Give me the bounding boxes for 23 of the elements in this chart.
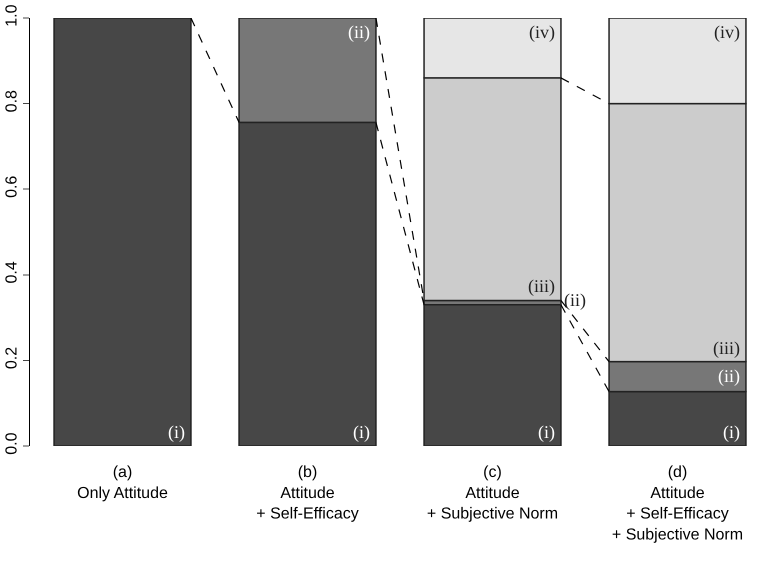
series-label: (iv) xyxy=(529,22,555,42)
text: (ii) xyxy=(348,22,370,42)
text: (iii) xyxy=(528,276,555,296)
series-label: (i) xyxy=(168,422,185,442)
bar xyxy=(423,304,562,446)
text: (iv) xyxy=(714,22,740,42)
x-tick-label: (a) Only Attitude xyxy=(77,464,168,502)
x-tick-label: (d) Attitude + Self-Efficacy + Subjective Norm xyxy=(612,464,744,544)
x-tick-label: (b) Attitude + Self-Efficacy xyxy=(256,464,359,523)
text: (i) xyxy=(353,422,370,442)
y-tick-label: 0.4 xyxy=(4,261,21,284)
y-tick-label: 0.0 xyxy=(4,432,21,455)
text: (i) xyxy=(538,422,555,442)
x-tick-label: (c) Attitude + Subjective Norm xyxy=(426,464,558,523)
y-tick-label: 0.8 xyxy=(4,90,21,112)
series-label: (ii) xyxy=(564,290,586,310)
y-tick-label: 0.6 xyxy=(4,176,21,198)
bar xyxy=(53,18,192,446)
text: (ii) xyxy=(718,366,740,386)
y-tick-label: 0.2 xyxy=(4,346,21,370)
y-tick-label: 1.0 xyxy=(4,4,21,27)
text: (i) xyxy=(723,422,740,442)
series-label: (iii) xyxy=(713,338,740,358)
